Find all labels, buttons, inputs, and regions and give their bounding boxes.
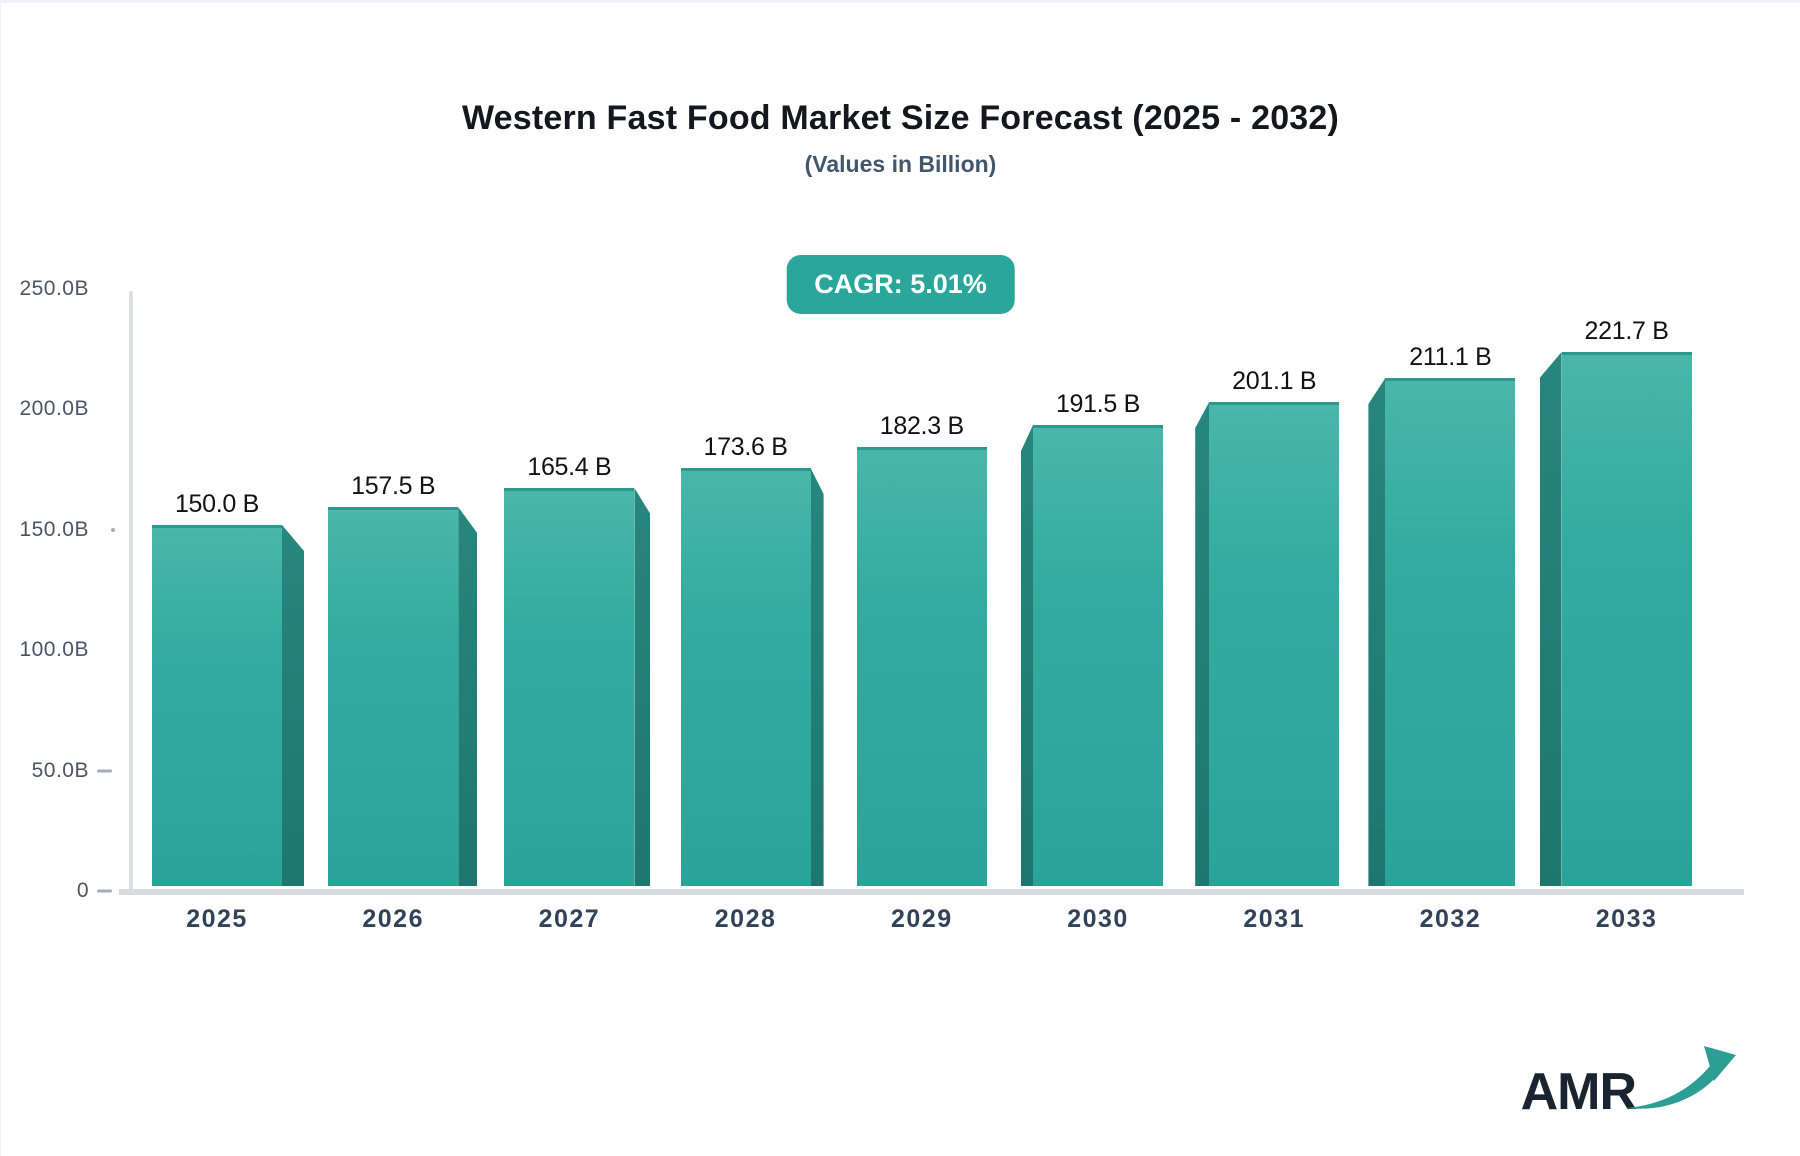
x-axis-label-2027: 2027 — [538, 905, 601, 933]
bar-2031 — [1195, 402, 1340, 886]
bar-front-face — [152, 525, 282, 886]
bar-3d-side-face — [1368, 378, 1386, 886]
bar-3d-side-face — [1195, 402, 1210, 886]
bar-2029 — [856, 447, 987, 886]
bar-2033 — [1539, 352, 1692, 886]
bar-value-label-2026: 157.5 B — [351, 472, 436, 500]
x-axis-label-2033: 2033 — [1595, 905, 1658, 933]
bar-2025 — [152, 525, 304, 886]
y-axis-label-0: 0 — [76, 879, 89, 902]
cagr-badge: CAGR: 5.01% — [786, 255, 1015, 314]
x-axis-baseline — [119, 889, 1744, 895]
x-axis-label-2029: 2029 — [890, 905, 953, 933]
bar-value-label-2031: 201.1 B — [1232, 367, 1317, 395]
bar-3d-side-face — [1539, 352, 1562, 886]
y-axis-label-100: 100.0B — [19, 638, 89, 662]
bar-front-face — [856, 447, 987, 886]
bar-2028 — [680, 468, 824, 886]
bar-3d-side-face — [458, 507, 478, 886]
bar-front-face — [1561, 352, 1692, 886]
bar-value-label-2033: 221.7 B — [1584, 317, 1669, 345]
y-axis-label-200: 200.0B — [19, 397, 89, 421]
x-axis-label-2032: 2032 — [1419, 905, 1482, 933]
x-axis-label-2031: 2031 — [1243, 905, 1305, 933]
bar-value-label-2025: 150.0 B — [174, 490, 260, 518]
bar-2032 — [1368, 378, 1516, 886]
bar-value-label-2027: 165.4 B — [527, 453, 612, 481]
bar-3d-side-face — [1021, 425, 1033, 886]
bar-3d-side-face — [634, 488, 651, 886]
bar-front-face — [1209, 402, 1340, 886]
y-axis-tick-150 — [111, 527, 115, 532]
y-axis-tick-50 — [97, 769, 112, 773]
bar-2027 — [504, 488, 651, 886]
bar-front-face — [328, 507, 459, 886]
y-axis-label-250: 250.0B — [19, 277, 89, 300]
bar-2030 — [1021, 425, 1163, 886]
amr-logo-text: AMR — [1520, 1063, 1637, 1121]
y-axis-line — [129, 291, 133, 891]
bar-value-label-2030: 191.5 B — [1055, 390, 1141, 418]
page-subtitle: (Values in Billion) — [804, 151, 997, 177]
growth-arrow-icon — [1626, 1046, 1736, 1109]
x-axis-label-2025: 2025 — [186, 905, 248, 933]
bar-front-face — [504, 488, 635, 886]
amr-logo: AMR — [1521, 1042, 1736, 1118]
bar-front-face — [680, 468, 811, 886]
x-axis-label-2026: 2026 — [362, 905, 424, 933]
y-axis-tick-0 — [97, 889, 112, 893]
bar-3d-side-face — [810, 468, 824, 886]
bar-2026 — [328, 507, 478, 886]
bar-front-face — [1033, 425, 1163, 886]
bar-value-label-2032: 211.1 B — [1409, 343, 1492, 371]
bar-front-face — [1385, 378, 1516, 886]
bar-value-label-2028: 173.6 B — [703, 433, 788, 461]
y-axis-label-50: 50.0B — [31, 758, 89, 782]
page-title: Western Fast Food Market Size Forecast (… — [461, 99, 1340, 137]
y-axis-label-150: 150.0B — [19, 517, 89, 541]
x-axis-label-2028: 2028 — [714, 905, 777, 933]
bar-3d-side-face — [282, 525, 304, 886]
bar-value-label-2029: 182.3 B — [879, 412, 964, 440]
x-axis-label-2030: 2030 — [1067, 905, 1129, 933]
